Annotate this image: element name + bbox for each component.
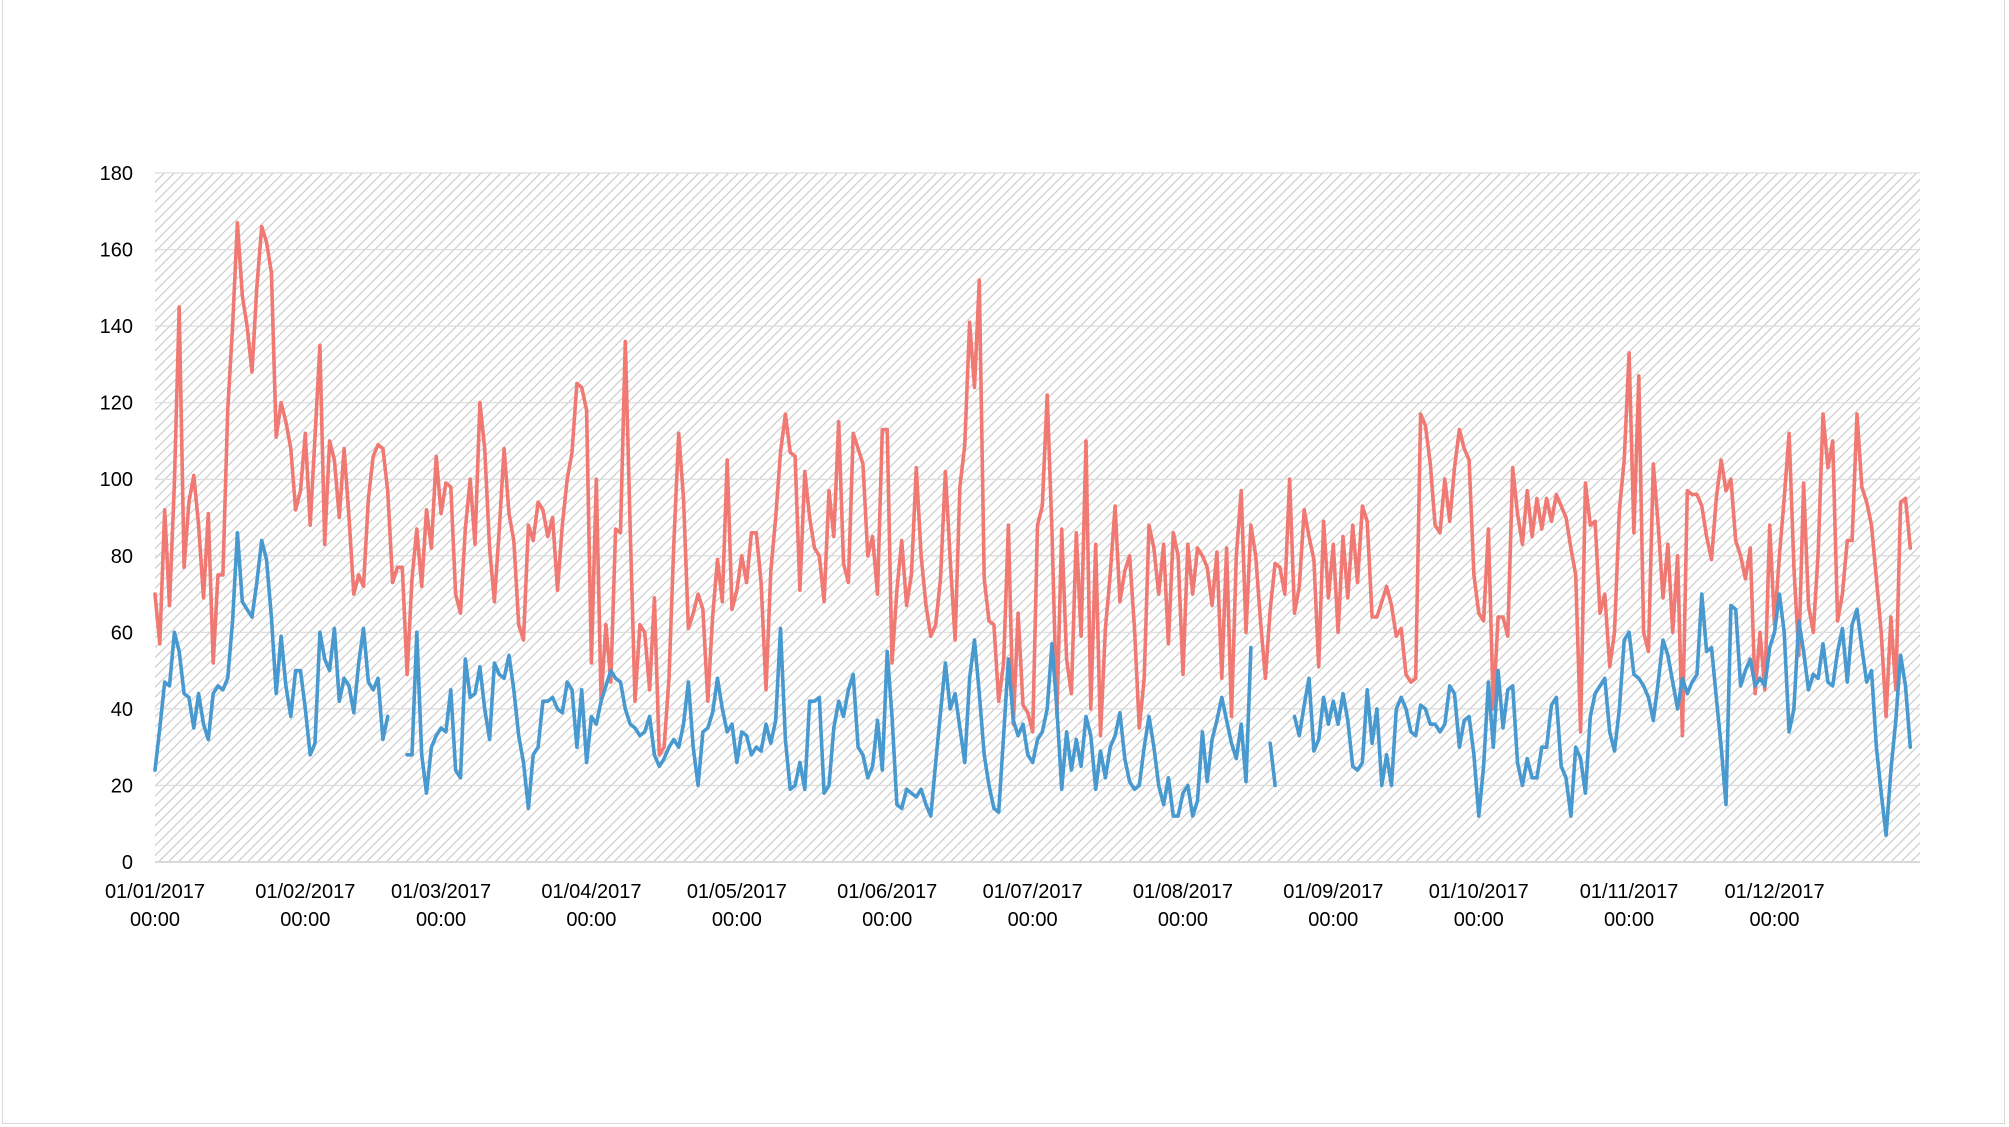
x-tick-label: 01/12/2017 00:00: [1724, 881, 1824, 931]
x-tick-date: 01/06/2017: [837, 881, 937, 903]
x-tick-time: 00:00: [416, 909, 466, 931]
x-tick-time: 00:00: [1750, 909, 1800, 931]
x-tick-label: 01/04/2017 00:00: [541, 881, 641, 931]
y-tick-label: 60: [111, 622, 133, 644]
x-tick-date: 01/10/2017: [1429, 881, 1529, 903]
x-tick-time: 00:00: [566, 909, 616, 931]
series-red-line: [153, 221, 1913, 757]
x-tick-label: 01/03/2017 00:00: [391, 881, 491, 931]
x-tick-label: 01/10/2017 00:00: [1429, 881, 1529, 931]
x-tick-time: 00:00: [1604, 909, 1654, 931]
x-tick-time: 00:00: [1008, 909, 1058, 931]
x-tick-date: 01/08/2017: [1133, 881, 1233, 903]
x-tick-date: 01/07/2017: [983, 881, 1083, 903]
x-tick-date: 01/04/2017: [541, 881, 641, 903]
x-tick-label: 01/08/2017 00:00: [1133, 881, 1233, 931]
y-axis-ticks: 0 20 40 60 80 100 120 140 160 180: [100, 163, 133, 874]
x-tick-label: 01/11/2017 00:00: [1580, 881, 1679, 931]
y-tick-label: 120: [100, 393, 133, 415]
x-tick-time: 00:00: [1308, 909, 1358, 931]
plot-area: [155, 173, 1920, 862]
x-tick-date: 01/01/2017: [105, 881, 205, 903]
x-tick-time: 00:00: [280, 909, 330, 931]
x-tick-date: 01/09/2017: [1283, 881, 1383, 903]
x-tick-label: 01/02/2017 00:00: [255, 881, 355, 931]
y-tick-label: 160: [100, 240, 133, 262]
x-tick-date: 01/11/2017: [1580, 881, 1679, 903]
x-axis-ticks: 01/01/201700:0001/02/201700:0001/03/2017…: [105, 881, 1825, 931]
x-tick-time: 00:00: [130, 909, 180, 931]
x-tick-label: 01/05/2017 00:00: [687, 881, 787, 931]
x-tick-time: 00:00: [712, 909, 762, 931]
x-tick-date: 01/02/2017: [255, 881, 355, 903]
y-tick-label: 0: [122, 852, 133, 874]
x-tick-label: 01/07/2017 00:00: [983, 881, 1083, 931]
x-tick-time: 00:00: [1454, 909, 1504, 931]
y-tick-label: 100: [100, 469, 133, 491]
x-tick-label: 01/06/2017 00:00: [837, 881, 937, 931]
x-tick-time: 00:00: [862, 909, 912, 931]
x-tick-label: 01/09/2017 00:00: [1283, 881, 1383, 931]
y-tick-label: 40: [111, 699, 133, 721]
y-tick-label: 80: [111, 546, 133, 568]
x-tick-date: 01/12/2017: [1724, 881, 1824, 903]
x-tick-date: 01/03/2017: [391, 881, 491, 903]
series-blue-line: [153, 531, 1913, 837]
y-tick-label: 20: [111, 775, 133, 797]
x-tick-label: 01/01/2017 00:00: [105, 881, 205, 931]
x-tick-time: 00:00: [1158, 909, 1208, 931]
series-group: [153, 221, 1913, 837]
y-tick-label: 180: [100, 163, 133, 185]
x-tick-date: 01/05/2017: [687, 881, 787, 903]
y-tick-label: 140: [100, 316, 133, 338]
